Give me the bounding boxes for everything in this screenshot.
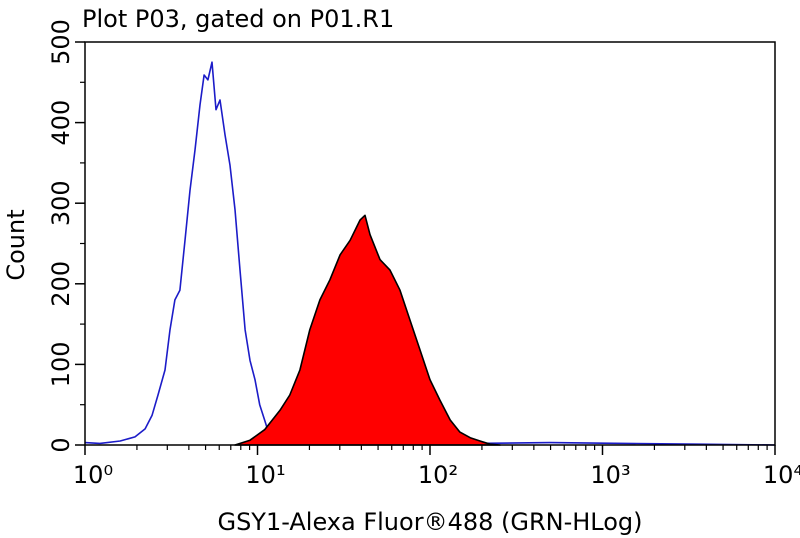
y-tick-label: 300 bbox=[47, 180, 75, 226]
y-tick-label: 200 bbox=[47, 261, 75, 307]
x-tick-label: 10⁴ bbox=[763, 461, 800, 489]
y-axis-label: Count bbox=[2, 209, 30, 280]
chart-title: Plot P03, gated on P01.R1 bbox=[82, 5, 394, 33]
filled-histogram bbox=[234, 214, 501, 446]
y-tick-label: 0 bbox=[47, 437, 75, 452]
x-tick-label: 10³ bbox=[590, 461, 630, 489]
y-tick-label: 500 bbox=[47, 19, 75, 65]
y-tick-label: 100 bbox=[47, 341, 75, 387]
x-tick-label: 10² bbox=[418, 461, 458, 489]
x-axis-label: GSY1-Alexa Fluor®488 (GRN-HLog) bbox=[217, 508, 642, 536]
x-tick-label: 10⁰ bbox=[73, 461, 113, 489]
x-tick-label: 10¹ bbox=[245, 461, 285, 489]
y-tick-label: 400 bbox=[47, 100, 75, 146]
